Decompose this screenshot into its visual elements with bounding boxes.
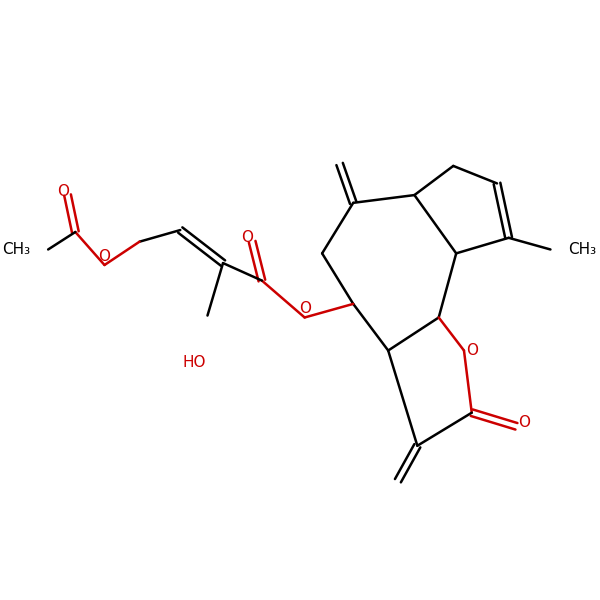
Text: CH₃: CH₃ (568, 242, 596, 257)
Text: O: O (98, 249, 110, 264)
Text: O: O (518, 415, 530, 430)
Text: O: O (299, 301, 311, 316)
Text: O: O (241, 230, 253, 245)
Text: O: O (466, 343, 478, 358)
Text: CH₃: CH₃ (2, 242, 31, 257)
Text: HO: HO (182, 355, 206, 370)
Text: O: O (57, 184, 69, 199)
